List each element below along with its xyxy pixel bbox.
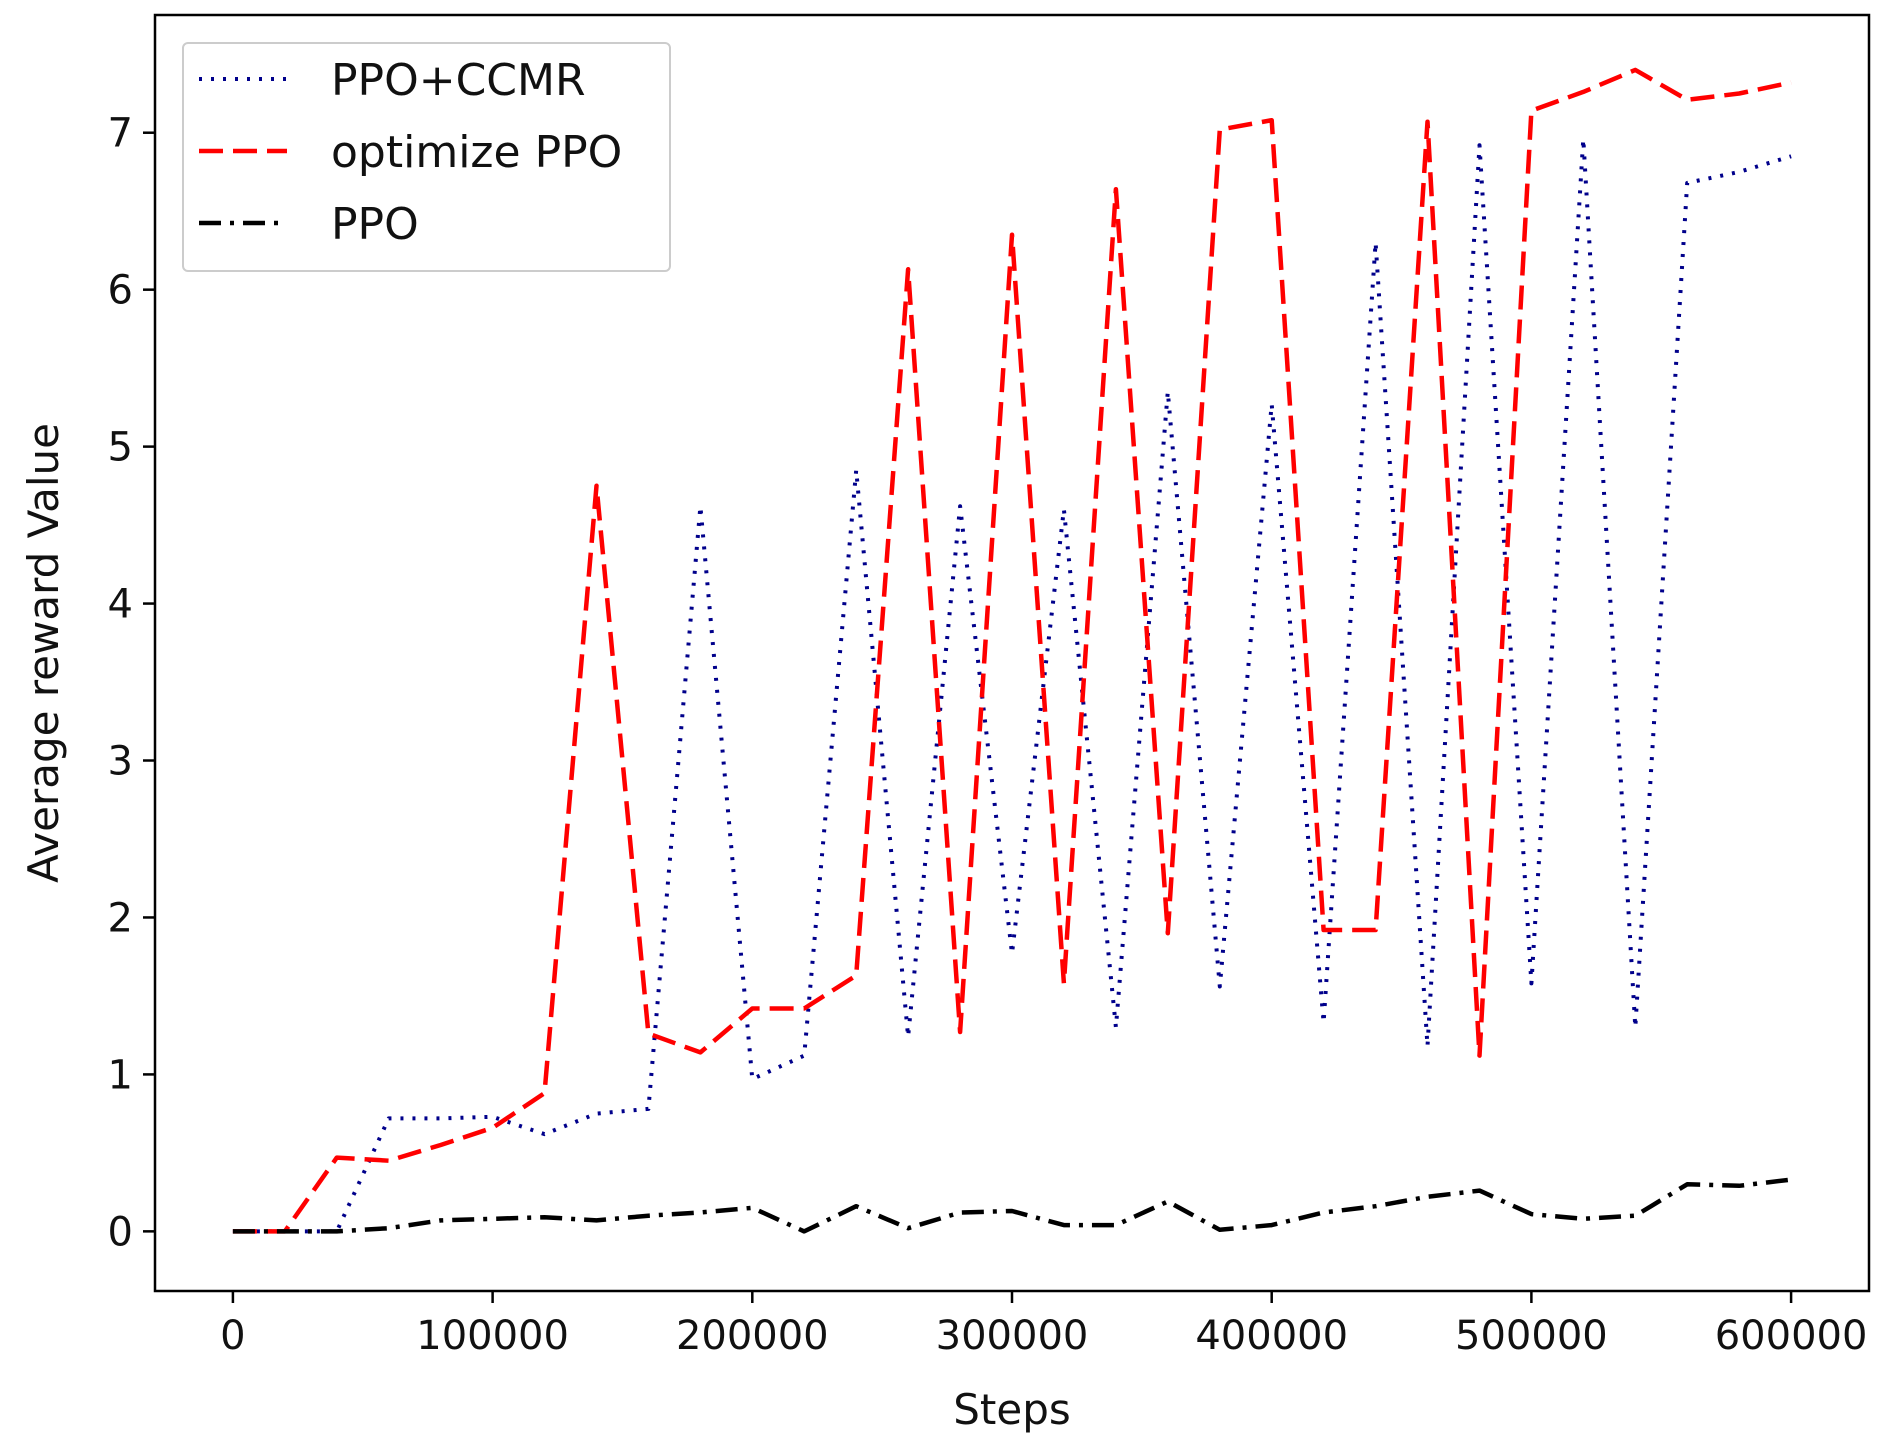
legend: PPO+CCMR optimize PPO PPO xyxy=(182,42,671,272)
series-layer xyxy=(232,67,1792,1234)
y-axis-label: Average reward Value xyxy=(19,423,68,883)
y-tick-label: 0 xyxy=(108,1209,133,1255)
legend-label-optimize-ppo: optimize PPO xyxy=(331,127,622,178)
y-tick-label: 6 xyxy=(108,268,133,314)
y-tick-label: 3 xyxy=(108,739,133,785)
x-axis: 0 100000 200000 300000 400000 500000 600000 xyxy=(220,1291,1867,1359)
series-line-ppo xyxy=(232,1177,1792,1234)
y-tick-label: 4 xyxy=(108,582,133,628)
x-tick-label: 600000 xyxy=(1715,1313,1868,1359)
legend-box xyxy=(182,42,671,272)
y-tick-label: 1 xyxy=(108,1052,133,1098)
series-line-optimize-ppo xyxy=(232,67,1792,1234)
legend-label-ppo: PPO xyxy=(331,199,419,250)
x-axis-label: Steps xyxy=(953,1385,1071,1434)
x-tick-label: 300000 xyxy=(936,1313,1089,1359)
y-tick-label: 7 xyxy=(108,111,133,157)
x-tick-label: 200000 xyxy=(676,1313,829,1359)
y-tick-label: 5 xyxy=(108,425,133,471)
y-axis: 0 1 2 3 4 5 6 7 xyxy=(108,111,155,1255)
x-tick-label: 0 xyxy=(220,1313,245,1359)
x-tick-label: 400000 xyxy=(1195,1313,1348,1359)
y-tick-label: 2 xyxy=(108,895,133,941)
legend-label-ppo-ccmr: PPO+CCMR xyxy=(331,55,586,106)
x-tick-label: 100000 xyxy=(416,1313,569,1359)
series-line-ppo-ccmr xyxy=(232,137,1792,1234)
x-tick-label: 500000 xyxy=(1455,1313,1608,1359)
